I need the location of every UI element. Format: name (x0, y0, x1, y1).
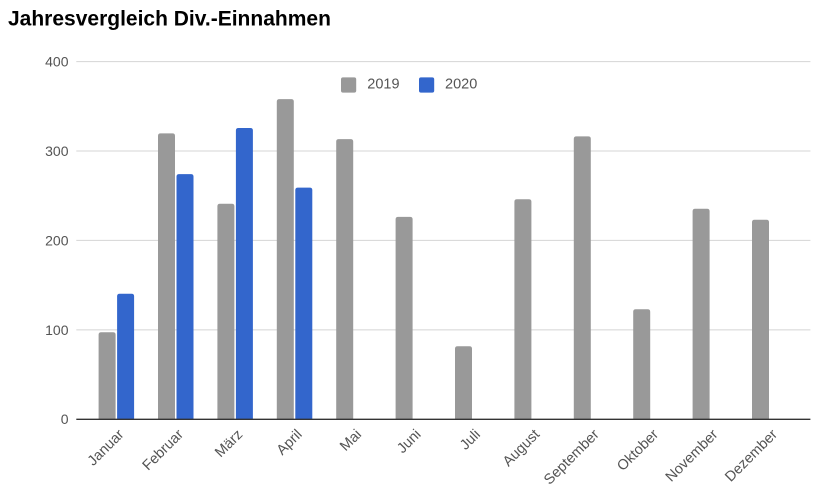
svg-text:200: 200 (45, 232, 69, 248)
svg-text:September: September (541, 427, 603, 489)
svg-text:Oktober: Oktober (614, 427, 662, 475)
svg-text:300: 300 (45, 143, 69, 159)
svg-text:2019: 2019 (367, 77, 399, 93)
svg-text:Jahresvergleich Div.-Einnahmen: Jahresvergleich Div.-Einnahmen (8, 8, 331, 31)
svg-text:Januar: Januar (85, 427, 128, 470)
svg-text:Februar: Februar (140, 427, 187, 474)
svg-text:2020: 2020 (445, 77, 477, 93)
svg-text:Juli: Juli (457, 427, 484, 454)
svg-text:April: April (274, 427, 306, 459)
svg-text:0: 0 (61, 411, 69, 427)
svg-text:Dezember: Dezember (722, 427, 781, 486)
svg-text:August: August (500, 427, 543, 470)
svg-text:400: 400 (45, 54, 69, 70)
svg-text:März: März (212, 427, 246, 461)
svg-text:Mai: Mai (337, 427, 365, 455)
svg-text:November: November (663, 427, 722, 486)
svg-text:Juni: Juni (394, 427, 424, 457)
svg-text:100: 100 (45, 322, 69, 338)
